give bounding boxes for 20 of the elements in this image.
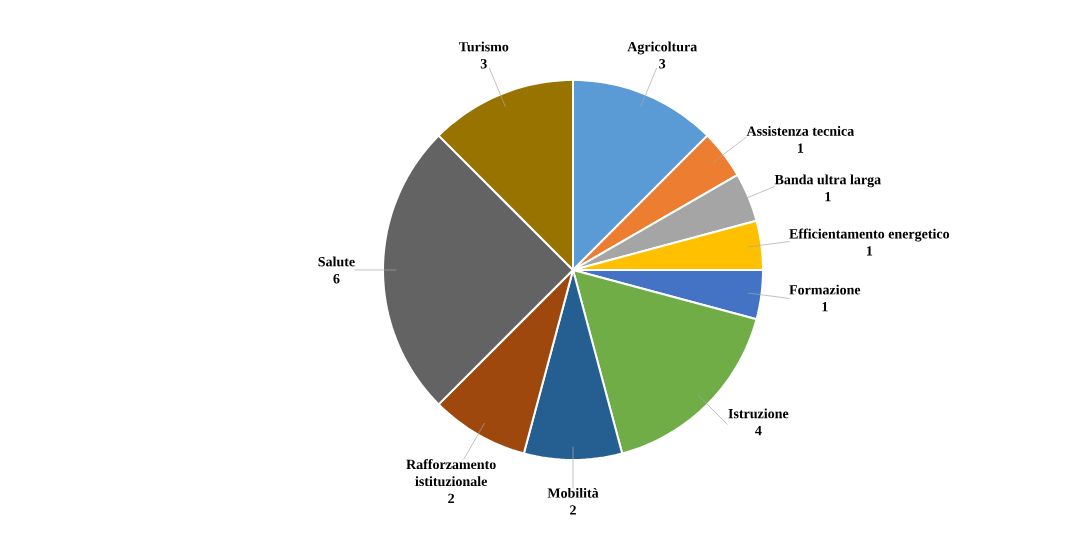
slice-label: Assistenza tecnica [746, 125, 855, 136]
slice-label: Salute [318, 256, 355, 267]
slice-label: Mobilità [547, 487, 599, 498]
data-label: 1 [825, 191, 831, 202]
data-label: 1 [822, 302, 828, 312]
slice-label: Formazione [789, 284, 861, 295]
data-label: 6 [333, 274, 340, 284]
slice-label: Agricoltura [627, 41, 698, 55]
data-label: 4 [755, 425, 762, 436]
data-label: 1 [798, 143, 804, 153]
slice-label: Efficientamento energetico [789, 228, 950, 242]
data-label: 2 [570, 505, 576, 515]
slice-label: Rafforzamento istituzionale [406, 459, 496, 487]
data-label: 2 [448, 493, 455, 503]
slice-label: Turismo [458, 41, 509, 52]
data-label: 3 [480, 59, 487, 69]
data-label: 1 [866, 246, 873, 256]
slice-label: Banda ultra larga [774, 174, 881, 188]
data-label: 3 [659, 59, 666, 69]
slice-label: Istruzione [728, 408, 789, 419]
